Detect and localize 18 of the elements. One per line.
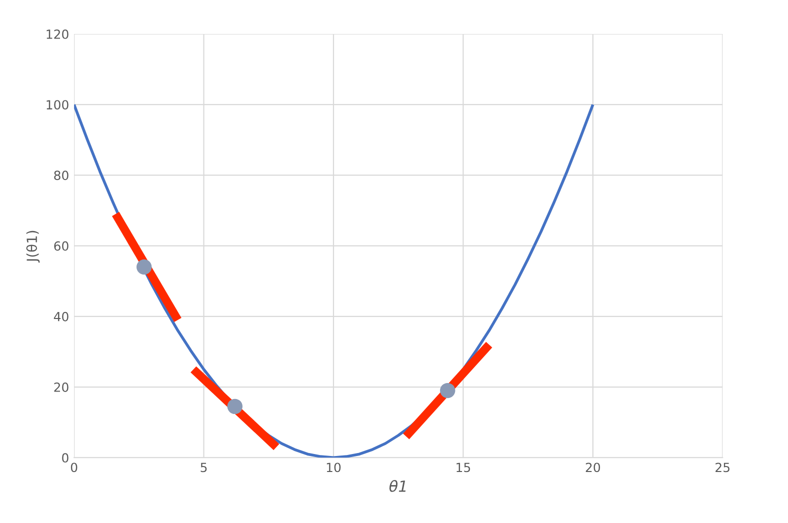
y-tick-label: 100 [46,100,68,110]
y-tick-label: 60 [54,241,68,251]
x-tick-label: 5 [200,462,207,472]
x-tick-label: 15 [456,462,470,472]
x-tick-label: 20 [586,462,600,472]
y-axis-title: J(θ1) [26,230,40,263]
y-tick-label: 0 [62,453,68,463]
y-tick-label: 120 [46,29,68,39]
y-tick-label: 40 [54,312,68,322]
point [440,382,456,398]
y-tick-label: 20 [54,382,68,392]
point [136,259,152,275]
x-tick-label: 10 [326,462,341,472]
x-tick-label: 0 [70,462,78,472]
x-tick-label: 25 [716,462,730,472]
point [227,398,243,414]
x-axis-title: θ1 [389,480,406,492]
y-tick-label: 80 [54,170,68,180]
